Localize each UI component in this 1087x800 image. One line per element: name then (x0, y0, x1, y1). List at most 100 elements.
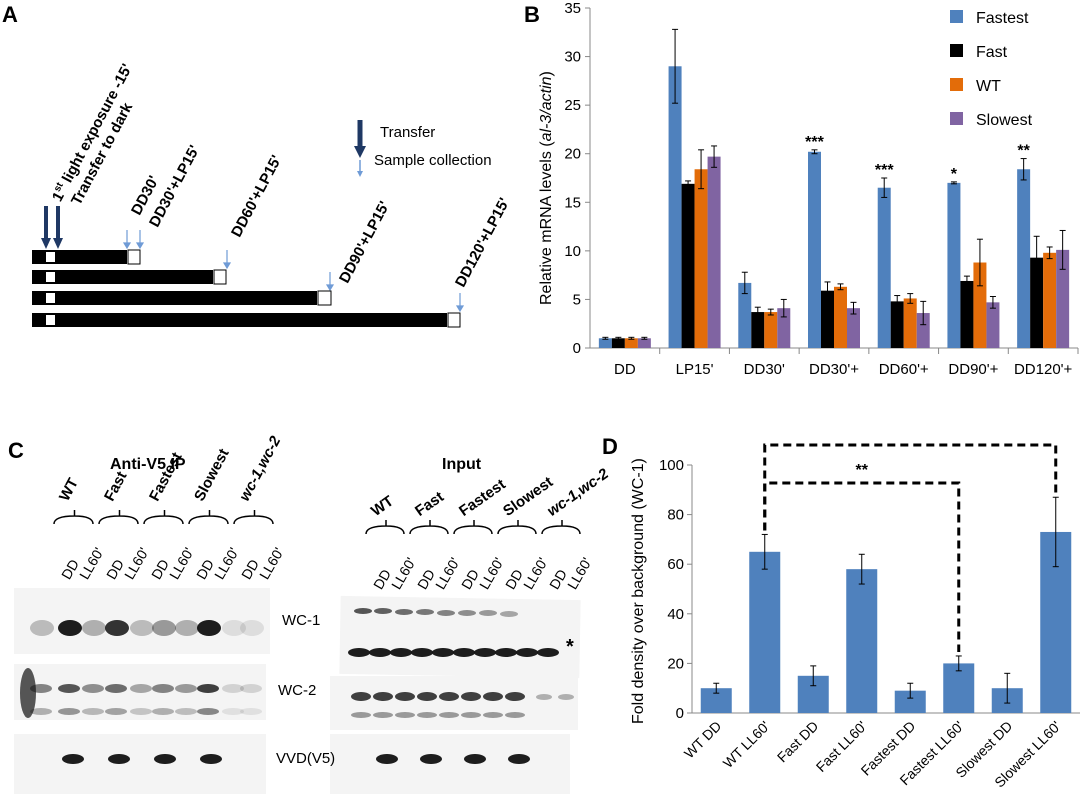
blot-band (58, 684, 80, 693)
blot-band (354, 608, 372, 614)
blot-band (82, 620, 106, 636)
blot-band (374, 608, 392, 615)
bar-slowest (916, 313, 930, 348)
group-bracket (98, 510, 139, 525)
blot-band (30, 684, 52, 693)
blot-band (58, 708, 80, 715)
bar-fast (821, 290, 834, 348)
group-bracket-path (409, 520, 449, 535)
strain-label: WT (56, 475, 82, 504)
group-bracket-path (53, 510, 94, 525)
x-tick-label: DD120'+ (1014, 361, 1073, 378)
blot-band (439, 692, 459, 701)
blot-band (175, 620, 199, 636)
bar-slowest (707, 156, 721, 348)
strain-label: Fast (412, 488, 448, 520)
blot-band (152, 684, 174, 693)
y-tick-label: 15 (564, 194, 581, 211)
chart-b: 05101520253035DDLP15'DD30'DD30'+LP15'***… (564, 0, 1079, 378)
panel-c-label: C (8, 438, 24, 463)
blot-band (439, 712, 459, 718)
legend-sample-label: Sample collection (374, 152, 492, 169)
group-bracket-path (188, 510, 229, 525)
panel-b-label: B (524, 2, 540, 27)
strain-label: wc-1,wc-2 (544, 465, 612, 520)
blot-band (222, 684, 244, 693)
y-tick-label: 35 (564, 0, 581, 17)
row-label-wc1: WC-1 (282, 612, 321, 629)
lane-condition-label: LL60' (76, 544, 107, 582)
y-tick-label: 80 (667, 507, 684, 524)
blot-band (82, 708, 104, 715)
blot-band (105, 620, 129, 636)
group-bracket (541, 520, 581, 535)
blot-band (536, 694, 552, 700)
y-tick-label: 5 (573, 291, 581, 308)
bar-fast (890, 301, 904, 348)
y-tick-label: 20 (667, 655, 684, 672)
blot-band (483, 692, 503, 701)
blot-band (558, 694, 574, 700)
blot-band (395, 692, 415, 701)
legend-label: Fast (976, 44, 1008, 61)
group-bracket-path (497, 520, 537, 535)
y-tick-label: 40 (667, 606, 684, 623)
lane-condition-label: LL60' (256, 544, 287, 582)
comparison-bracket-ns (763, 443, 1058, 531)
blot-band (197, 684, 219, 693)
blot-band (175, 708, 197, 715)
blot-band (105, 708, 127, 715)
strain-label: Fast (101, 468, 131, 504)
blot-band (240, 620, 264, 636)
group-bracket (365, 520, 405, 535)
bar-fastest (1017, 169, 1031, 348)
bar-fast (960, 280, 974, 348)
blot-band (58, 620, 82, 636)
group-bracket-path (541, 520, 581, 535)
blot-band (240, 708, 262, 715)
lane-condition-label: LL60' (211, 544, 242, 582)
input-vvd-blot (330, 734, 570, 794)
comparison-bracket-sig-label: ** (856, 462, 869, 479)
blot-band (152, 620, 176, 636)
blot-band (461, 692, 481, 701)
bar-fastest (598, 338, 612, 348)
legend-label: Slowest (976, 112, 1033, 129)
bar-wt (764, 312, 778, 348)
sample-arrow-icon (357, 160, 363, 177)
x-tick-label: WT LL60' (720, 718, 773, 771)
bar (894, 690, 926, 713)
blot-band (222, 708, 244, 715)
blot-band (175, 684, 197, 693)
group-bracket (453, 520, 493, 535)
blot-band (351, 692, 371, 701)
strain-label: Slowest (500, 473, 557, 520)
lane-condition-label: LL60' (166, 544, 197, 582)
blot-band (416, 609, 434, 616)
blot-band (500, 610, 518, 617)
blot-band (505, 692, 525, 701)
group-bracket (143, 510, 184, 525)
blot-band (105, 684, 127, 693)
blot-band (505, 712, 525, 718)
y-tick-label: 100 (659, 457, 684, 474)
group-bracket (233, 510, 274, 525)
y-tick-label: 25 (564, 97, 581, 114)
bar-wt (973, 262, 987, 348)
x-tick-label: WT DD (681, 718, 725, 762)
lane-condition-label: LL60' (520, 554, 551, 592)
y-tick-label: 10 (564, 243, 581, 260)
bar-fastest (947, 182, 961, 348)
blot-band (197, 620, 221, 636)
group-bracket (53, 510, 94, 525)
blot-band (200, 754, 222, 764)
blot-band (373, 692, 393, 701)
x-tick-label: DD60'+ (879, 361, 929, 378)
input-title: Input (442, 456, 482, 473)
group-bracket-path (233, 510, 274, 525)
blot-band (464, 754, 486, 764)
bar-fastest (668, 66, 682, 349)
timeline-bars (32, 249, 461, 328)
bar-wt (1043, 252, 1057, 348)
